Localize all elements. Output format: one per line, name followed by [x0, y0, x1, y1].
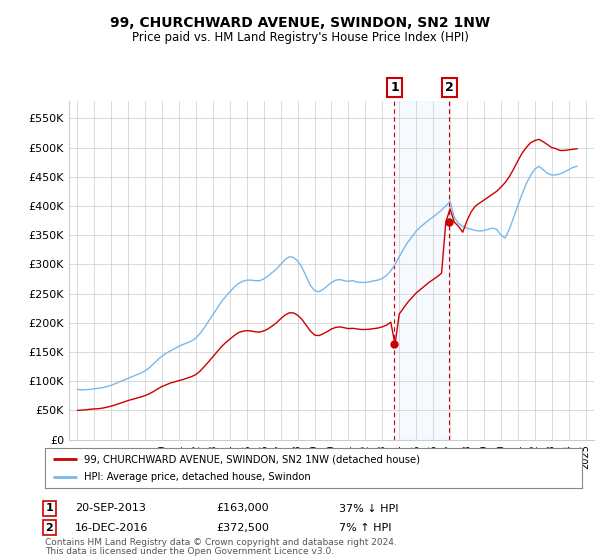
Text: Contains HM Land Registry data © Crown copyright and database right 2024.: Contains HM Land Registry data © Crown c…: [45, 539, 397, 548]
Text: £372,500: £372,500: [216, 522, 269, 533]
Text: £163,000: £163,000: [216, 503, 269, 514]
Text: 99, CHURCHWARD AVENUE, SWINDON, SN2 1NW (detached house): 99, CHURCHWARD AVENUE, SWINDON, SN2 1NW …: [83, 454, 419, 464]
Text: 2: 2: [46, 522, 53, 533]
Text: 2: 2: [445, 81, 454, 94]
Bar: [394, 101, 449, 440]
Text: 7% ↑ HPI: 7% ↑ HPI: [339, 522, 391, 533]
Text: 16-DEC-2016: 16-DEC-2016: [75, 522, 148, 533]
Text: 1: 1: [46, 503, 53, 514]
Text: 99, CHURCHWARD AVENUE, SWINDON, SN2 1NW: 99, CHURCHWARD AVENUE, SWINDON, SN2 1NW: [110, 16, 490, 30]
Text: HPI: Average price, detached house, Swindon: HPI: Average price, detached house, Swin…: [83, 473, 310, 482]
Text: This data is licensed under the Open Government Licence v3.0.: This data is licensed under the Open Gov…: [45, 548, 334, 557]
Text: 1: 1: [390, 81, 399, 94]
Text: 37% ↓ HPI: 37% ↓ HPI: [339, 503, 398, 514]
Text: 20-SEP-2013: 20-SEP-2013: [75, 503, 146, 514]
Text: Price paid vs. HM Land Registry's House Price Index (HPI): Price paid vs. HM Land Registry's House …: [131, 31, 469, 44]
